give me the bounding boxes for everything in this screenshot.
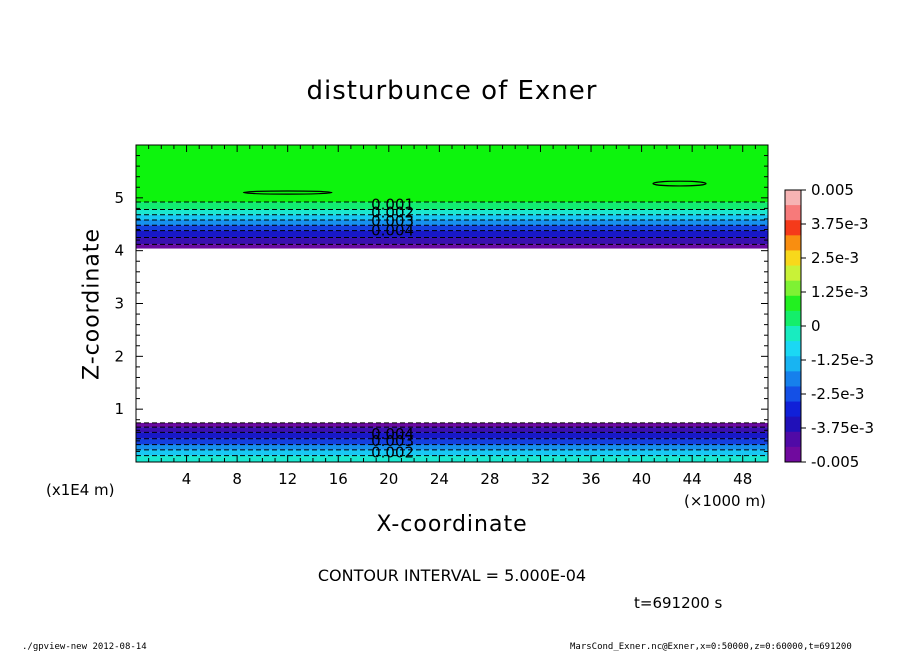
x-axis-label: X-coordinate [376,512,528,537]
colorbar-swatch [785,356,801,372]
colorbar-swatch [785,250,801,267]
contour-label: 0.004 [371,425,414,443]
colorbar-swatch [785,265,801,282]
time-stamp: t=691200 s [634,594,723,612]
contour-label: 0.004 [371,222,414,240]
contour-label: 0.003 [371,432,414,450]
colorbar-swatch [785,190,801,206]
x-tick-label: 20 [379,470,398,488]
data-band [136,427,768,433]
colorbar-label: 0.005 [811,181,854,199]
contour-label: 0.003 [371,212,414,230]
data-band [136,237,768,245]
data-band [136,214,768,221]
colorbar-label: -0.005 [811,453,859,471]
colorbar-label: -2.5e-3 [811,385,864,403]
colorbar-label: 1.25e-3 [811,283,869,301]
data-band [136,209,768,215]
x-tick-label: 44 [683,470,702,488]
x-tick-label: 32 [531,470,550,488]
x-tick-label: 12 [278,470,297,488]
data-bands [136,145,768,462]
y-axis-scale: (x1E4 m) [46,481,115,499]
colorbar-swatch [785,386,801,403]
x-tick-label: 28 [480,470,499,488]
colorbar-swatch [785,401,801,418]
data-band [136,220,768,226]
closed-contour [242,190,333,195]
data-band [136,230,768,238]
closed-contour [652,180,707,187]
colorbar-label: 0 [811,317,821,335]
y-axis-label: Z-coordinate [79,228,105,380]
negative-contour-lines [136,201,768,457]
contour-interval: CONTOUR INTERVAL = 5.000E-04 [317,566,587,585]
x-tick-label: 24 [430,470,449,488]
colorbar-swatch [785,205,801,221]
colorbar-swatch [785,341,801,357]
x-tick-label: 4 [182,470,192,488]
data-band [136,444,768,450]
colorbar-swatch [785,295,801,312]
x-tick-label: 16 [329,470,348,488]
data-band [136,244,768,249]
colorbar-swatch [785,431,801,448]
colorbar-label: 3.75e-3 [811,215,869,233]
x-tick-label: 48 [733,470,752,488]
colorbar: 0.005 3.75e-3 2.5e-3 1.25e-3 0 -1.25e-3 -2.5e-… [784,181,874,471]
colorbar-label: 2.5e-3 [811,249,859,267]
data-band [136,449,768,456]
y-tick-label: 2 [114,347,124,365]
data-band [136,422,768,428]
contour-label: 0.001 [371,196,414,214]
x-tick-label: 8 [232,470,242,488]
x-axis-scale: (×1000 m) [684,492,766,510]
data-band [136,432,768,439]
footer-right: MarsCond_Exner.nc@Exner,x=0:50000,z=0:60… [570,642,852,652]
data-band [136,145,768,203]
colorbar-swatch [785,416,801,433]
y-tick-label: 4 [114,242,124,260]
x-axis-ticks: 4 8 12 16 20 24 28 32 36 40 44 48 [148,145,756,488]
contour-label: 0.002 [371,204,414,222]
colorbar-swatch [785,326,801,342]
colorbar-label: -3.75e-3 [811,419,874,437]
data-band [136,202,768,210]
y-axis-ticks: 1 2 3 4 5 [114,155,768,452]
colorbar-swatch [785,235,801,251]
colorbar-swatch [785,280,801,297]
colorbar-swatch [785,446,801,463]
data-band [136,438,768,445]
chart-title: disturbunce of Exner [306,76,598,106]
x-tick-label: 40 [632,470,651,488]
data-band [136,225,768,231]
colorbar-swatch [785,220,801,236]
colorbar-swatch [785,310,801,327]
closed-contours [242,180,707,195]
footer-left: ./gpview-new 2012-08-14 [22,642,147,652]
x-tick-label: 36 [581,470,600,488]
y-tick-label: 1 [114,400,124,418]
y-tick-label: 3 [114,295,124,313]
colorbar-swatch [785,371,801,387]
colorbar-label: -1.25e-3 [811,351,874,369]
y-tick-label: 5 [114,189,124,207]
contour-label: 0.002 [371,443,414,461]
